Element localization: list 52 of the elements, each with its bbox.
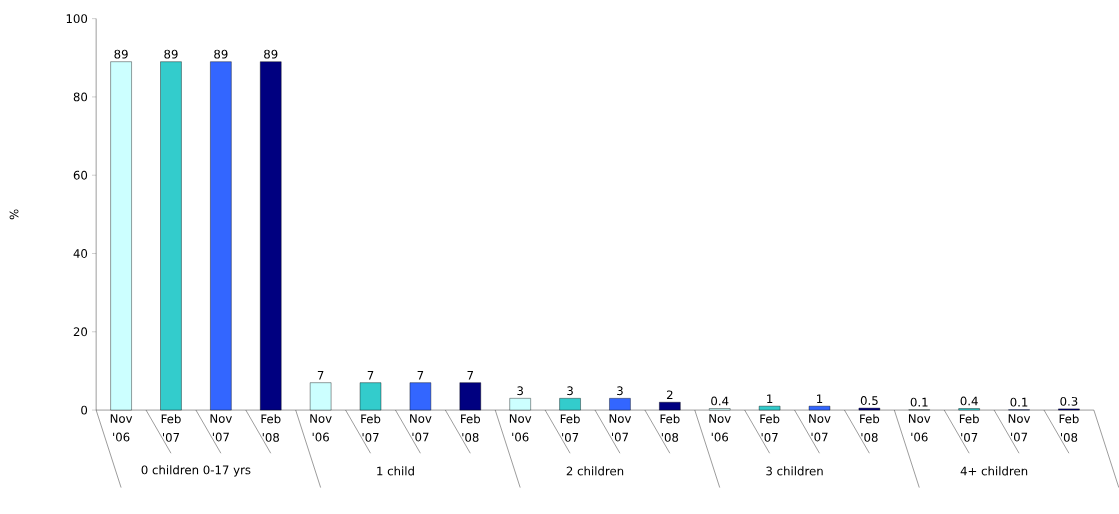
data-label: 1 [767, 394, 773, 403]
data-label: 0.1 [910, 397, 928, 407]
x-tick-label: 3 children [766, 466, 823, 476]
data-label: 7 [417, 370, 424, 380]
y-axis-title: % [9, 209, 19, 220]
y-tick-label: 20 [73, 327, 88, 337]
data-label: 0.4 [960, 396, 978, 406]
text: Feb '07 [959, 414, 979, 442]
series-label: Nov '07 [210, 414, 232, 442]
data-label: 7 [467, 370, 474, 380]
text: Feb '08 [660, 414, 680, 442]
x-tick-label: 4+ children [960, 466, 1028, 476]
text: Feb '07 [560, 414, 580, 442]
text: Nov '07 [809, 414, 831, 442]
data-label: 0.5 [860, 396, 878, 405]
text: Nov '06 [509, 414, 532, 442]
data-label: 3 [567, 386, 573, 396]
text: Nov '06 [310, 414, 332, 442]
data-label: 89 [114, 49, 128, 59]
text: Nov '07 [1008, 414, 1031, 442]
text: Nov '07 [410, 414, 432, 442]
data-label: 89 [164, 49, 178, 59]
x-tick-label: 1 child [377, 466, 414, 476]
y-tick-label: 0 [81, 405, 88, 415]
data-label: 89 [264, 49, 278, 59]
data-label: 0.4 [711, 396, 729, 406]
text: Feb '08 [1059, 414, 1079, 442]
text: Feb '08 [860, 414, 880, 442]
data-label: 7 [367, 370, 374, 380]
data-label: 0.1 [1010, 397, 1028, 407]
y-tick-label: 40 [73, 249, 88, 258]
series-label: Feb '08 [261, 414, 281, 442]
data-label: 7 [317, 370, 324, 380]
data-label: 3 [517, 386, 523, 396]
data-label: 0.3 [1060, 396, 1078, 406]
series-label: Feb '07 [161, 414, 181, 442]
data-label: 1 [817, 394, 823, 403]
data-label: 2 [666, 390, 673, 400]
y-tick-label: 100 [66, 14, 88, 24]
text: Nov '06 [908, 414, 931, 442]
y-tick-label: 60 [73, 170, 88, 180]
text: Nov '06 [709, 414, 731, 442]
y-tick-label: 80 [73, 92, 88, 102]
text: Feb '08 [461, 414, 481, 442]
data-label: 3 [617, 386, 623, 396]
series-label: Nov '06 [110, 414, 133, 442]
x-tick-label: 0 children 0-17 yrs [141, 465, 251, 477]
text: Feb '07 [361, 414, 381, 442]
text: Nov '07 [609, 414, 632, 442]
x-tick-label: 2 children [566, 466, 624, 476]
text: Feb '07 [760, 414, 780, 442]
data-label: 89 [214, 49, 228, 59]
